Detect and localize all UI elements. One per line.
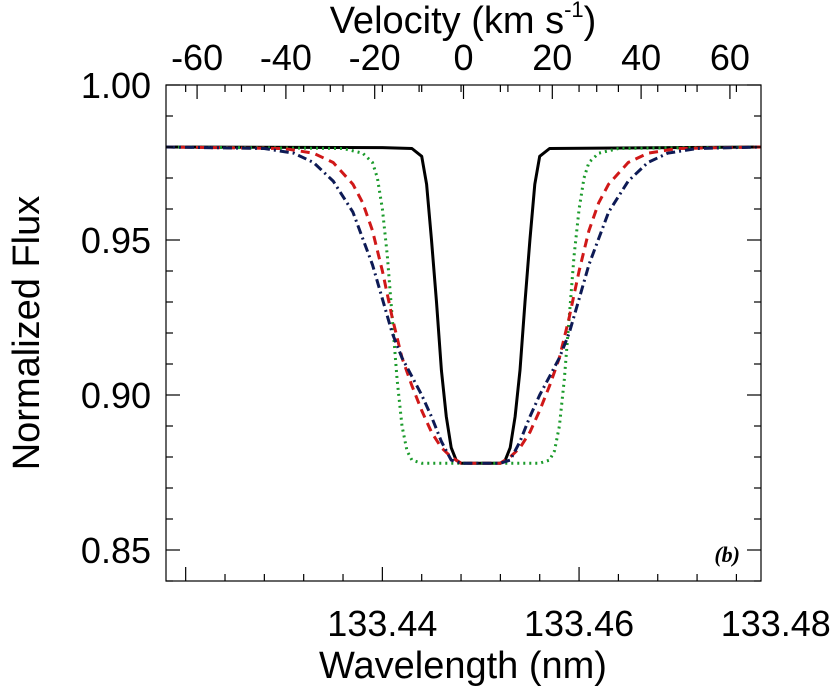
y-tick-label: 1.00 bbox=[81, 65, 151, 106]
axis-ticks bbox=[166, 84, 761, 582]
top-axis-title-end: ) bbox=[584, 0, 597, 42]
y-tick-label: 0.85 bbox=[81, 530, 151, 571]
y-axis-title: Normalized Flux bbox=[6, 196, 48, 471]
x-tick-label: 133.46 bbox=[524, 603, 634, 644]
series-line-3 bbox=[165, 145, 762, 465]
x-axis-title: Wavelength (nm) bbox=[319, 645, 607, 687]
x-tick-label: 133.44 bbox=[327, 603, 437, 644]
series-line-4 bbox=[165, 145, 762, 465]
y-tick-label: 0.90 bbox=[81, 375, 151, 416]
series-line-1 bbox=[165, 145, 762, 465]
top-axis-title: Velocity (km s-1) bbox=[330, 0, 597, 42]
series-lines bbox=[165, 145, 762, 465]
y-tick-label: 0.95 bbox=[81, 220, 151, 261]
x2-tick-label: 40 bbox=[621, 37, 661, 78]
series-line-2 bbox=[165, 145, 762, 465]
x2-tick-label: 0 bbox=[453, 37, 473, 78]
x2-tick-label: 20 bbox=[532, 37, 572, 78]
top-axis-title-exponent: -1 bbox=[564, 0, 584, 22]
plot-frame bbox=[165, 84, 762, 582]
panel-label: (b) bbox=[714, 542, 740, 567]
x2-tick-label: 60 bbox=[710, 37, 750, 78]
x2-tick-label: -40 bbox=[260, 37, 312, 78]
x-tick-label: 133.48 bbox=[721, 603, 830, 644]
tick-labels: 133.44 133.46 133.48 -60 -40 -20 0 20 40 60 1.00 0.… bbox=[81, 37, 830, 644]
x2-tick-label: -60 bbox=[171, 37, 223, 78]
top-axis-title-main: Velocity (km s bbox=[330, 0, 564, 42]
x2-tick-label: -20 bbox=[349, 37, 401, 78]
